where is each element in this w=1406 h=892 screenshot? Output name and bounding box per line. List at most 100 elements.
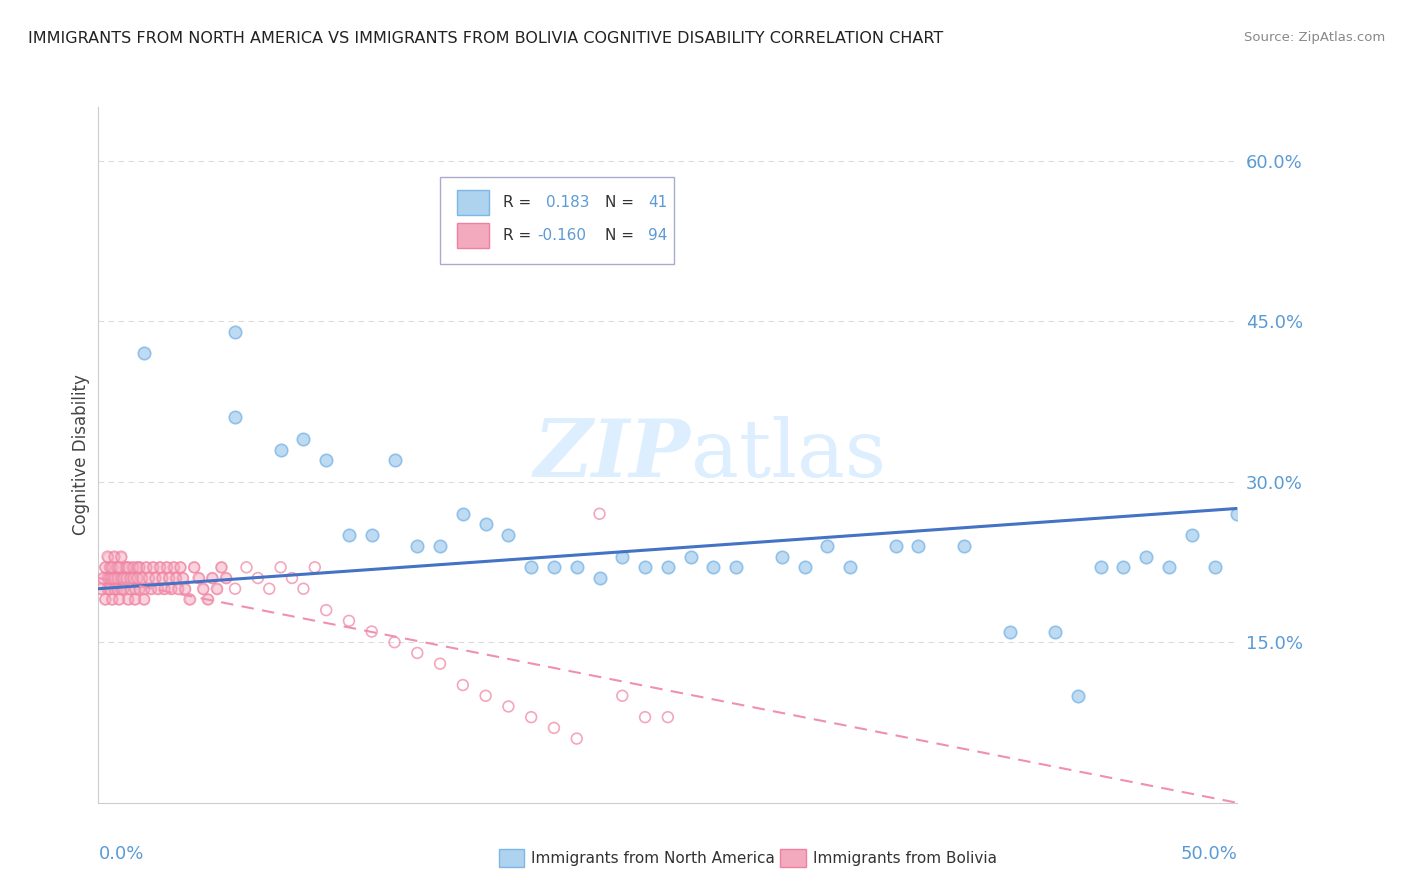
Point — [124, 592, 146, 607]
Point — [169, 560, 191, 574]
Text: ZIP: ZIP — [534, 417, 690, 493]
Point — [132, 582, 155, 596]
Point — [135, 560, 157, 574]
Point — [112, 571, 135, 585]
Point — [543, 560, 565, 574]
Text: 0.0%: 0.0% — [98, 845, 143, 863]
Text: -0.160: -0.160 — [537, 227, 586, 243]
Point — [259, 582, 281, 596]
Point — [112, 582, 135, 596]
Point — [160, 582, 183, 596]
Point — [121, 560, 143, 574]
Text: 41: 41 — [648, 194, 668, 210]
Point — [201, 571, 224, 585]
Point — [179, 592, 201, 607]
Point — [105, 582, 128, 596]
Point — [360, 528, 382, 542]
Point — [94, 560, 117, 574]
Point — [105, 560, 128, 574]
Point — [128, 560, 150, 574]
Point — [96, 582, 118, 596]
Point — [135, 560, 157, 574]
Point — [169, 560, 191, 574]
Point — [292, 432, 315, 446]
Point — [103, 571, 125, 585]
Point — [112, 571, 135, 585]
Point — [1181, 528, 1204, 542]
Point — [110, 571, 132, 585]
Point — [1043, 624, 1066, 639]
Point — [142, 560, 165, 574]
Point — [179, 592, 201, 607]
Point — [193, 582, 215, 596]
Text: R =: R = — [503, 194, 536, 210]
Point — [98, 582, 121, 596]
Point — [172, 571, 194, 585]
Point — [612, 689, 634, 703]
Point — [1112, 560, 1135, 574]
Point — [98, 582, 121, 596]
Point — [103, 571, 125, 585]
Text: IMMIGRANTS FROM NORTH AMERICA VS IMMIGRANTS FROM BOLIVIA COGNITIVE DISABILITY CO: IMMIGRANTS FROM NORTH AMERICA VS IMMIGRA… — [28, 31, 943, 46]
Point — [131, 571, 153, 585]
Point — [205, 582, 228, 596]
Point — [156, 560, 179, 574]
Point — [132, 592, 155, 607]
Point — [209, 560, 232, 574]
Point — [953, 539, 976, 553]
Point — [142, 560, 165, 574]
Point — [145, 571, 167, 585]
Point — [149, 560, 172, 574]
Point — [270, 560, 292, 574]
Point — [162, 560, 184, 574]
Point — [451, 678, 474, 692]
Point — [565, 560, 588, 574]
Point — [406, 646, 429, 660]
Point — [150, 571, 173, 585]
Point — [90, 582, 112, 596]
Point — [1135, 549, 1157, 564]
Point — [94, 592, 117, 607]
Point — [588, 507, 610, 521]
Point — [360, 624, 382, 639]
Point — [337, 614, 360, 628]
Point — [172, 571, 194, 585]
Point — [839, 560, 862, 574]
Point — [96, 571, 118, 585]
Point — [117, 592, 139, 607]
Point — [565, 731, 588, 746]
Point — [138, 571, 160, 585]
Point — [224, 410, 246, 425]
Point — [157, 571, 180, 585]
Point — [165, 571, 187, 585]
Point — [197, 592, 219, 607]
Point — [114, 560, 136, 574]
Point — [162, 560, 184, 574]
Point — [103, 582, 125, 596]
Text: N =: N = — [605, 194, 640, 210]
Point — [110, 582, 132, 596]
Point — [384, 635, 406, 649]
Point — [337, 528, 360, 542]
Point — [117, 560, 139, 574]
Point — [884, 539, 907, 553]
Point — [124, 582, 146, 596]
Point — [120, 582, 142, 596]
Point — [1226, 507, 1249, 521]
Point — [498, 699, 520, 714]
Point — [101, 571, 124, 585]
Point — [91, 571, 114, 585]
Point — [138, 571, 160, 585]
Point — [315, 603, 337, 617]
Point — [281, 571, 304, 585]
Point — [132, 346, 155, 360]
Point — [215, 571, 238, 585]
Point — [235, 560, 257, 574]
Point — [101, 560, 124, 574]
Point — [588, 571, 610, 585]
Point — [1204, 560, 1226, 574]
Point — [110, 549, 132, 564]
Point — [114, 571, 136, 585]
Point — [224, 582, 246, 596]
Point — [90, 582, 112, 596]
